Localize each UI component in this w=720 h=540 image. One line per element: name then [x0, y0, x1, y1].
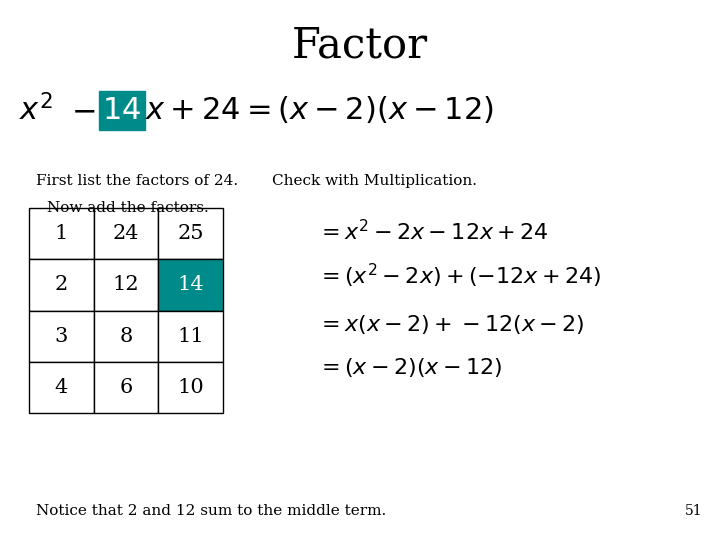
Text: 6: 6 [120, 378, 132, 397]
Bar [94, 310, 158, 362]
Text: 14: 14 [178, 275, 204, 294]
Text: Check with Multiplication.: Check with Multiplication. [272, 174, 477, 188]
Bar [158, 362, 223, 413]
Bar [158, 310, 223, 362]
Bar [94, 259, 158, 310]
Text: $-$: $-$ [71, 95, 95, 126]
Text: $= x^{2}-2x-12x+24$: $= x^{2}-2x-12x+24$ [317, 220, 549, 245]
Text: $= x(x-2)+-12(x-2)$: $= x(x-2)+-12(x-2)$ [317, 313, 584, 335]
Text: Now add the factors.: Now add the factors. [47, 201, 209, 215]
Bar [29, 310, 94, 362]
Text: Factor: Factor [292, 24, 428, 66]
Text: $= (x-2)(x-12)$: $= (x-2)(x-12)$ [317, 356, 503, 379]
Bar [29, 259, 94, 310]
Text: 11: 11 [177, 327, 204, 346]
Text: $x + 24 = (x - 2)(x - 12)$: $x + 24 = (x - 2)(x - 12)$ [145, 95, 494, 126]
Text: 10: 10 [177, 378, 204, 397]
Text: $x^{2}$: $x^{2}$ [19, 94, 53, 127]
Text: 4: 4 [55, 378, 68, 397]
Text: 8: 8 [120, 327, 132, 346]
Bar [94, 362, 158, 413]
Text: Notice that 2 and 12 sum to the middle term.: Notice that 2 and 12 sum to the middle t… [36, 504, 386, 518]
Bar [158, 208, 223, 259]
Bar [94, 208, 158, 259]
Text: 25: 25 [178, 224, 204, 243]
Text: First list the factors of 24.: First list the factors of 24. [36, 174, 238, 188]
Text: 3: 3 [55, 327, 68, 346]
Text: 1: 1 [55, 224, 68, 243]
Bar [29, 208, 94, 259]
Bar [29, 362, 94, 413]
Text: 51: 51 [685, 504, 702, 518]
Bar [99, 91, 145, 130]
Bar [158, 259, 223, 310]
Text: $= (x^{2}-2x)+(-12x+24)$: $= (x^{2}-2x)+(-12x+24)$ [317, 261, 601, 289]
Text: $14$: $14$ [102, 95, 142, 126]
Text: 24: 24 [113, 224, 139, 243]
Text: 2: 2 [55, 275, 68, 294]
Text: 12: 12 [113, 275, 139, 294]
